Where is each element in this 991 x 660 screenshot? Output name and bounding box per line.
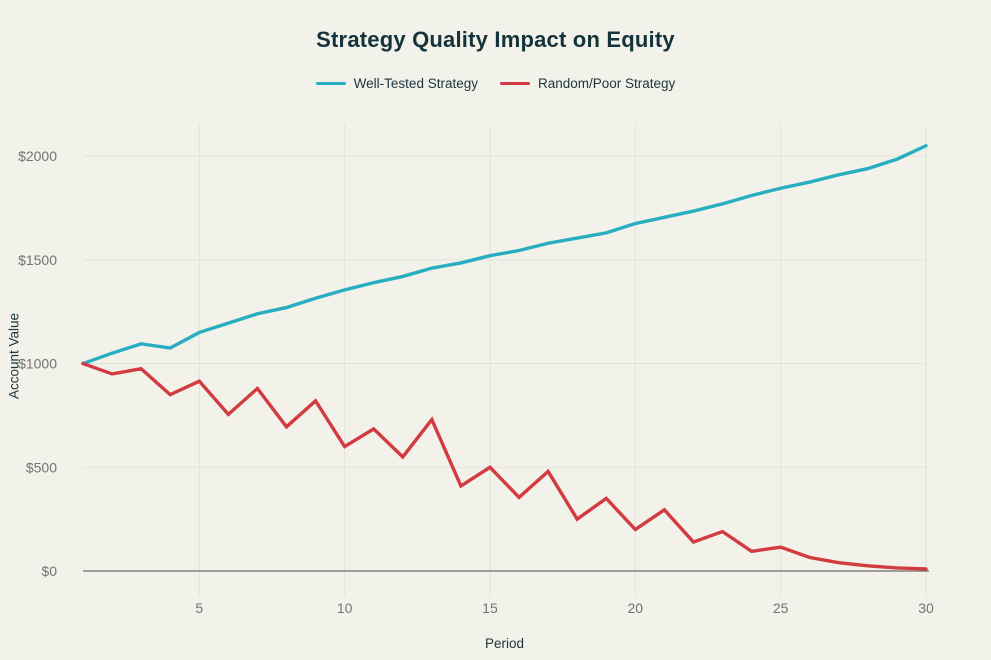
y-tick-label: $1500 — [18, 252, 57, 268]
y-tick-label: $2000 — [18, 148, 57, 164]
legend-label: Well-Tested Strategy — [353, 76, 478, 91]
x-tick-label: 30 — [918, 600, 934, 616]
y-tick-label: $1000 — [18, 356, 57, 372]
x-axis-title: Period — [484, 636, 525, 651]
legend-item-random-poor: Random/Poor Strategy — [499, 76, 676, 91]
x-tick-label: 25 — [773, 600, 789, 616]
legend: Well-Tested Strategy Random/Poor Strategy — [0, 76, 991, 91]
x-tick-label: 20 — [628, 600, 644, 616]
x-tick-label: 5 — [195, 600, 203, 616]
x-tick-label: 10 — [337, 600, 353, 616]
chart-title: Strategy Quality Impact on Equity — [316, 27, 675, 52]
series-line-well-tested — [81, 144, 928, 366]
legend-item-well-tested: Well-Tested Strategy — [315, 76, 478, 91]
x-tick-label: 15 — [482, 600, 498, 616]
series-line-random-poor — [81, 361, 928, 571]
y-tick-label: $0 — [41, 563, 57, 579]
legend-dash-icon — [499, 81, 530, 86]
y-tick-label: $500 — [26, 459, 57, 475]
legend-label: Random/Poor Strategy — [537, 76, 676, 91]
legend-dash-icon — [315, 81, 346, 86]
